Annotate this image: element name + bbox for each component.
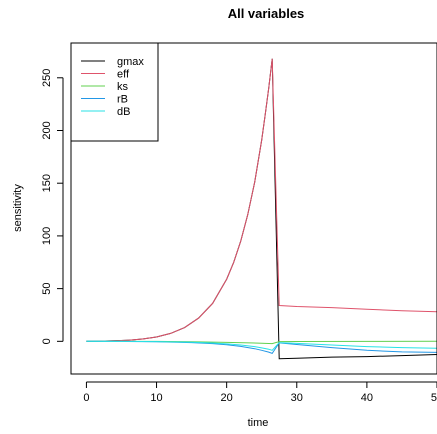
y-axis-label: sensitivity xyxy=(12,184,24,232)
plot-area xyxy=(70,42,437,375)
y-tick-label: 50 xyxy=(41,282,53,294)
x-tick-label: 50 xyxy=(431,392,437,404)
x-axis-label: time xyxy=(248,417,269,429)
legend-label-dB: dB xyxy=(117,106,130,118)
y-tick-label: 200 xyxy=(41,121,53,139)
legend-label-gmax: gmax xyxy=(117,56,144,68)
y-tick-label: 150 xyxy=(41,174,53,192)
y-tick-label: 250 xyxy=(41,69,53,87)
x-axis: 0 10 20 30 40 50 xyxy=(83,381,437,404)
series-line-dB xyxy=(86,340,437,351)
legend-label-eff: eff xyxy=(117,69,130,81)
y-tick-label: 0 xyxy=(41,338,53,344)
legend-label-ks: ks xyxy=(117,81,129,93)
x-tick-label: 20 xyxy=(221,392,233,404)
y-axis: 0 50 100 150 200 250 xyxy=(41,69,64,344)
chart-title: All variables xyxy=(228,6,305,21)
y-tick-label: 100 xyxy=(41,227,53,245)
plot-frame xyxy=(70,42,437,375)
x-tick-label: 10 xyxy=(150,392,162,404)
series-lines xyxy=(86,58,437,360)
legend-box xyxy=(70,42,159,142)
series-line-eff xyxy=(86,58,437,342)
x-tick-label: 30 xyxy=(291,392,303,404)
legend-label-rB: rB xyxy=(117,94,128,106)
x-tick-label: 0 xyxy=(83,392,89,404)
x-tick-label: 40 xyxy=(361,392,373,404)
